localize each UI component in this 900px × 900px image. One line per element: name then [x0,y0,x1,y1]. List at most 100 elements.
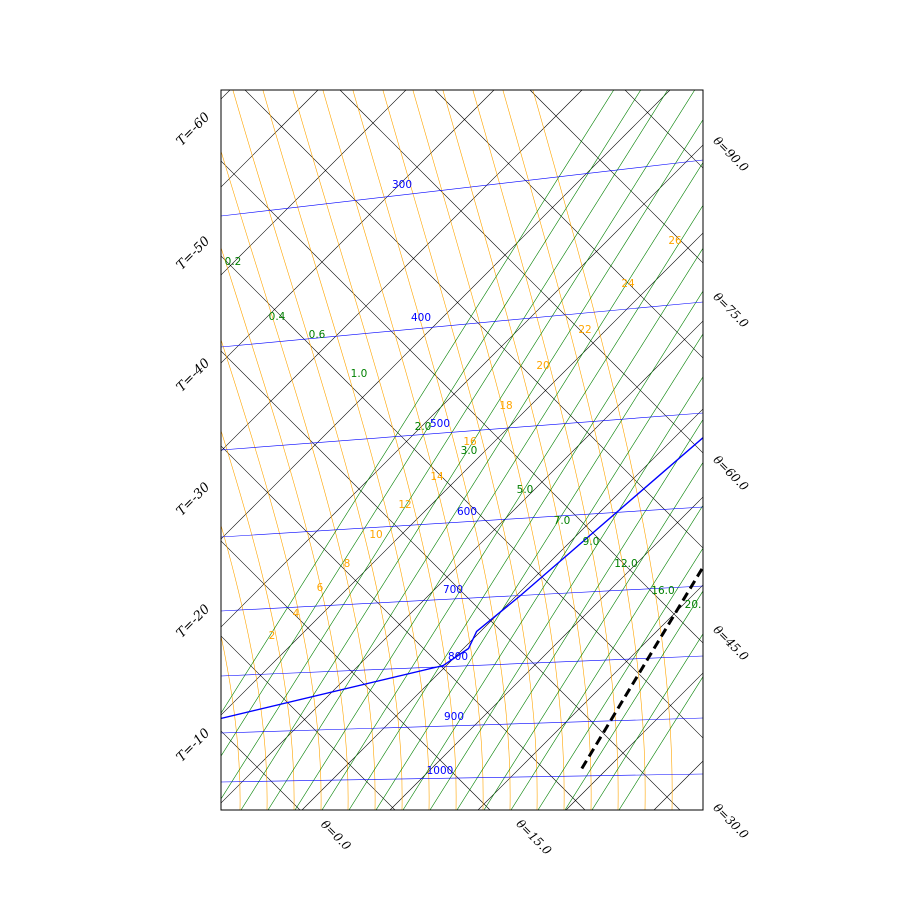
isobar-line [221,506,703,538]
mixing-ratio-label: 20. [685,599,702,611]
left-label-t-50: T=-50 [174,234,213,273]
isotherm-line [221,90,495,364]
bottom-label-theta-15: θ=15.0 [513,817,554,858]
isobar-labels: 300 400 500 600 700 800 900 1000 [392,179,477,777]
dry-adiabat-line [221,730,301,810]
theta-e-line [442,90,592,810]
isobar-lines [221,159,703,783]
theta-e-label: 26 [668,235,682,247]
isobar-line [221,585,703,612]
theta-e-line [262,90,430,810]
mixing-ratio-line [348,247,703,810]
isotherm-line [565,672,703,810]
theta-e-line [221,338,322,810]
theta-e-label: 6 [317,582,324,594]
mixing-ratio-line [294,161,703,810]
theta-e-line [412,90,565,810]
mixing-ratio-label: 12.0 [614,558,637,570]
isobar-label: 300 [392,179,412,191]
theta-e-label: 22 [578,324,591,336]
plot-frame [220,89,704,811]
sounding-series [221,436,703,770]
theta-e-line [221,429,295,810]
mixing-ratio-line [221,90,615,714]
theta-e-label: 4 [293,608,300,620]
isobar-label: 500 [430,418,450,430]
right-label-theta-45: θ=45.0 [710,623,751,664]
mixing-ratio-line [483,461,703,810]
right-label-theta-90: θ=90.0 [710,134,751,175]
mixing-ratio-line [429,376,703,810]
mixing-ratio-label: 0.4 [269,311,286,323]
theta-e-line [292,90,457,810]
parcel-line [580,564,703,770]
mixing-ratio-line [456,419,703,810]
isotherm-line [221,90,671,540]
isobar-line [221,773,703,783]
mixing-ratio-label: 5.0 [517,484,534,496]
theta-e-line [502,90,646,810]
mixing-ratio-label: 0.6 [309,329,326,341]
isobar-line [221,159,703,217]
theta-e-label: 14 [430,471,444,483]
theta-e-line [322,90,484,810]
theta-e-label: 2 [269,630,276,642]
isobar-line [221,717,703,734]
mixing-ratio-line [510,504,703,810]
right-label-theta-60: θ=60.0 [710,453,751,494]
mixing-ratio-line [221,90,642,757]
isobar-label: 900 [444,711,464,723]
theta-e-label: 24 [621,278,635,290]
mixing-ratio-line [375,290,703,810]
theta-e-line [352,90,511,810]
isobar-line [221,655,703,677]
dry-adiabat-line [221,255,703,739]
theta-e-label: 20 [536,360,549,372]
dry-adiabat-line [221,635,396,810]
mixing-ratio-label: 2.0 [415,421,432,433]
isobar-label: 700 [443,584,463,596]
isobar-label: 400 [411,312,431,324]
isobar-label: 1000 [427,765,454,777]
isobar-label: 800 [448,651,468,663]
mixing-ratio-labels: 0.2 0.4 0.6 1.0 2.0 3.0 5.0 7.0 9.0 12.0… [225,256,702,611]
isotherm-line [221,90,407,276]
dry-adiabat-line [434,90,703,359]
mixing-ratio-line [618,676,703,810]
mixing-ratio-line [537,547,703,810]
dry-adiabat-line [221,540,491,810]
theta-e-label: 10 [369,529,382,541]
mixing-ratio-label: 3.0 [461,445,478,457]
isobar-line [221,412,703,451]
mixing-ratio-line [564,590,703,810]
mixing-ratio-label: 1.0 [351,368,368,380]
isotherm-line [221,144,703,628]
mixing-ratio-label: 0.2 [225,256,242,268]
theta-e-line [221,246,349,810]
mixing-ratio-line [240,90,696,810]
left-label-t-40: T=-40 [174,356,213,395]
isotherm-line [301,408,703,810]
isotherm-line [221,232,703,716]
isotherm-line [221,320,703,804]
theta-e-line [221,524,268,810]
isobar-label: 600 [457,506,477,518]
bottom-label-theta-0: θ=0.0 [318,817,354,853]
mixing-ratio-label: 9.0 [583,536,600,548]
left-label-t-10: T=-10 [174,726,213,765]
theta-e-labels: 2 4 6 8 10 12 14 16 18 20 22 24 26 [269,235,682,642]
dry-adiabat-line [221,160,703,644]
left-label-t-60: T=-60 [174,110,213,149]
theta-e-label: 18 [499,400,512,412]
mixing-ratio-line [402,333,703,810]
theta-e-line [232,90,403,810]
mixing-ratio-lines [221,90,703,810]
left-label-t-20: T=-20 [174,602,213,641]
theta-e-line [382,90,538,810]
isotherm-line [477,584,703,810]
theta-e-line [472,90,619,810]
isobar-line [221,301,703,348]
theta-e-line [221,150,376,810]
theta-e-label: 12 [398,499,411,511]
